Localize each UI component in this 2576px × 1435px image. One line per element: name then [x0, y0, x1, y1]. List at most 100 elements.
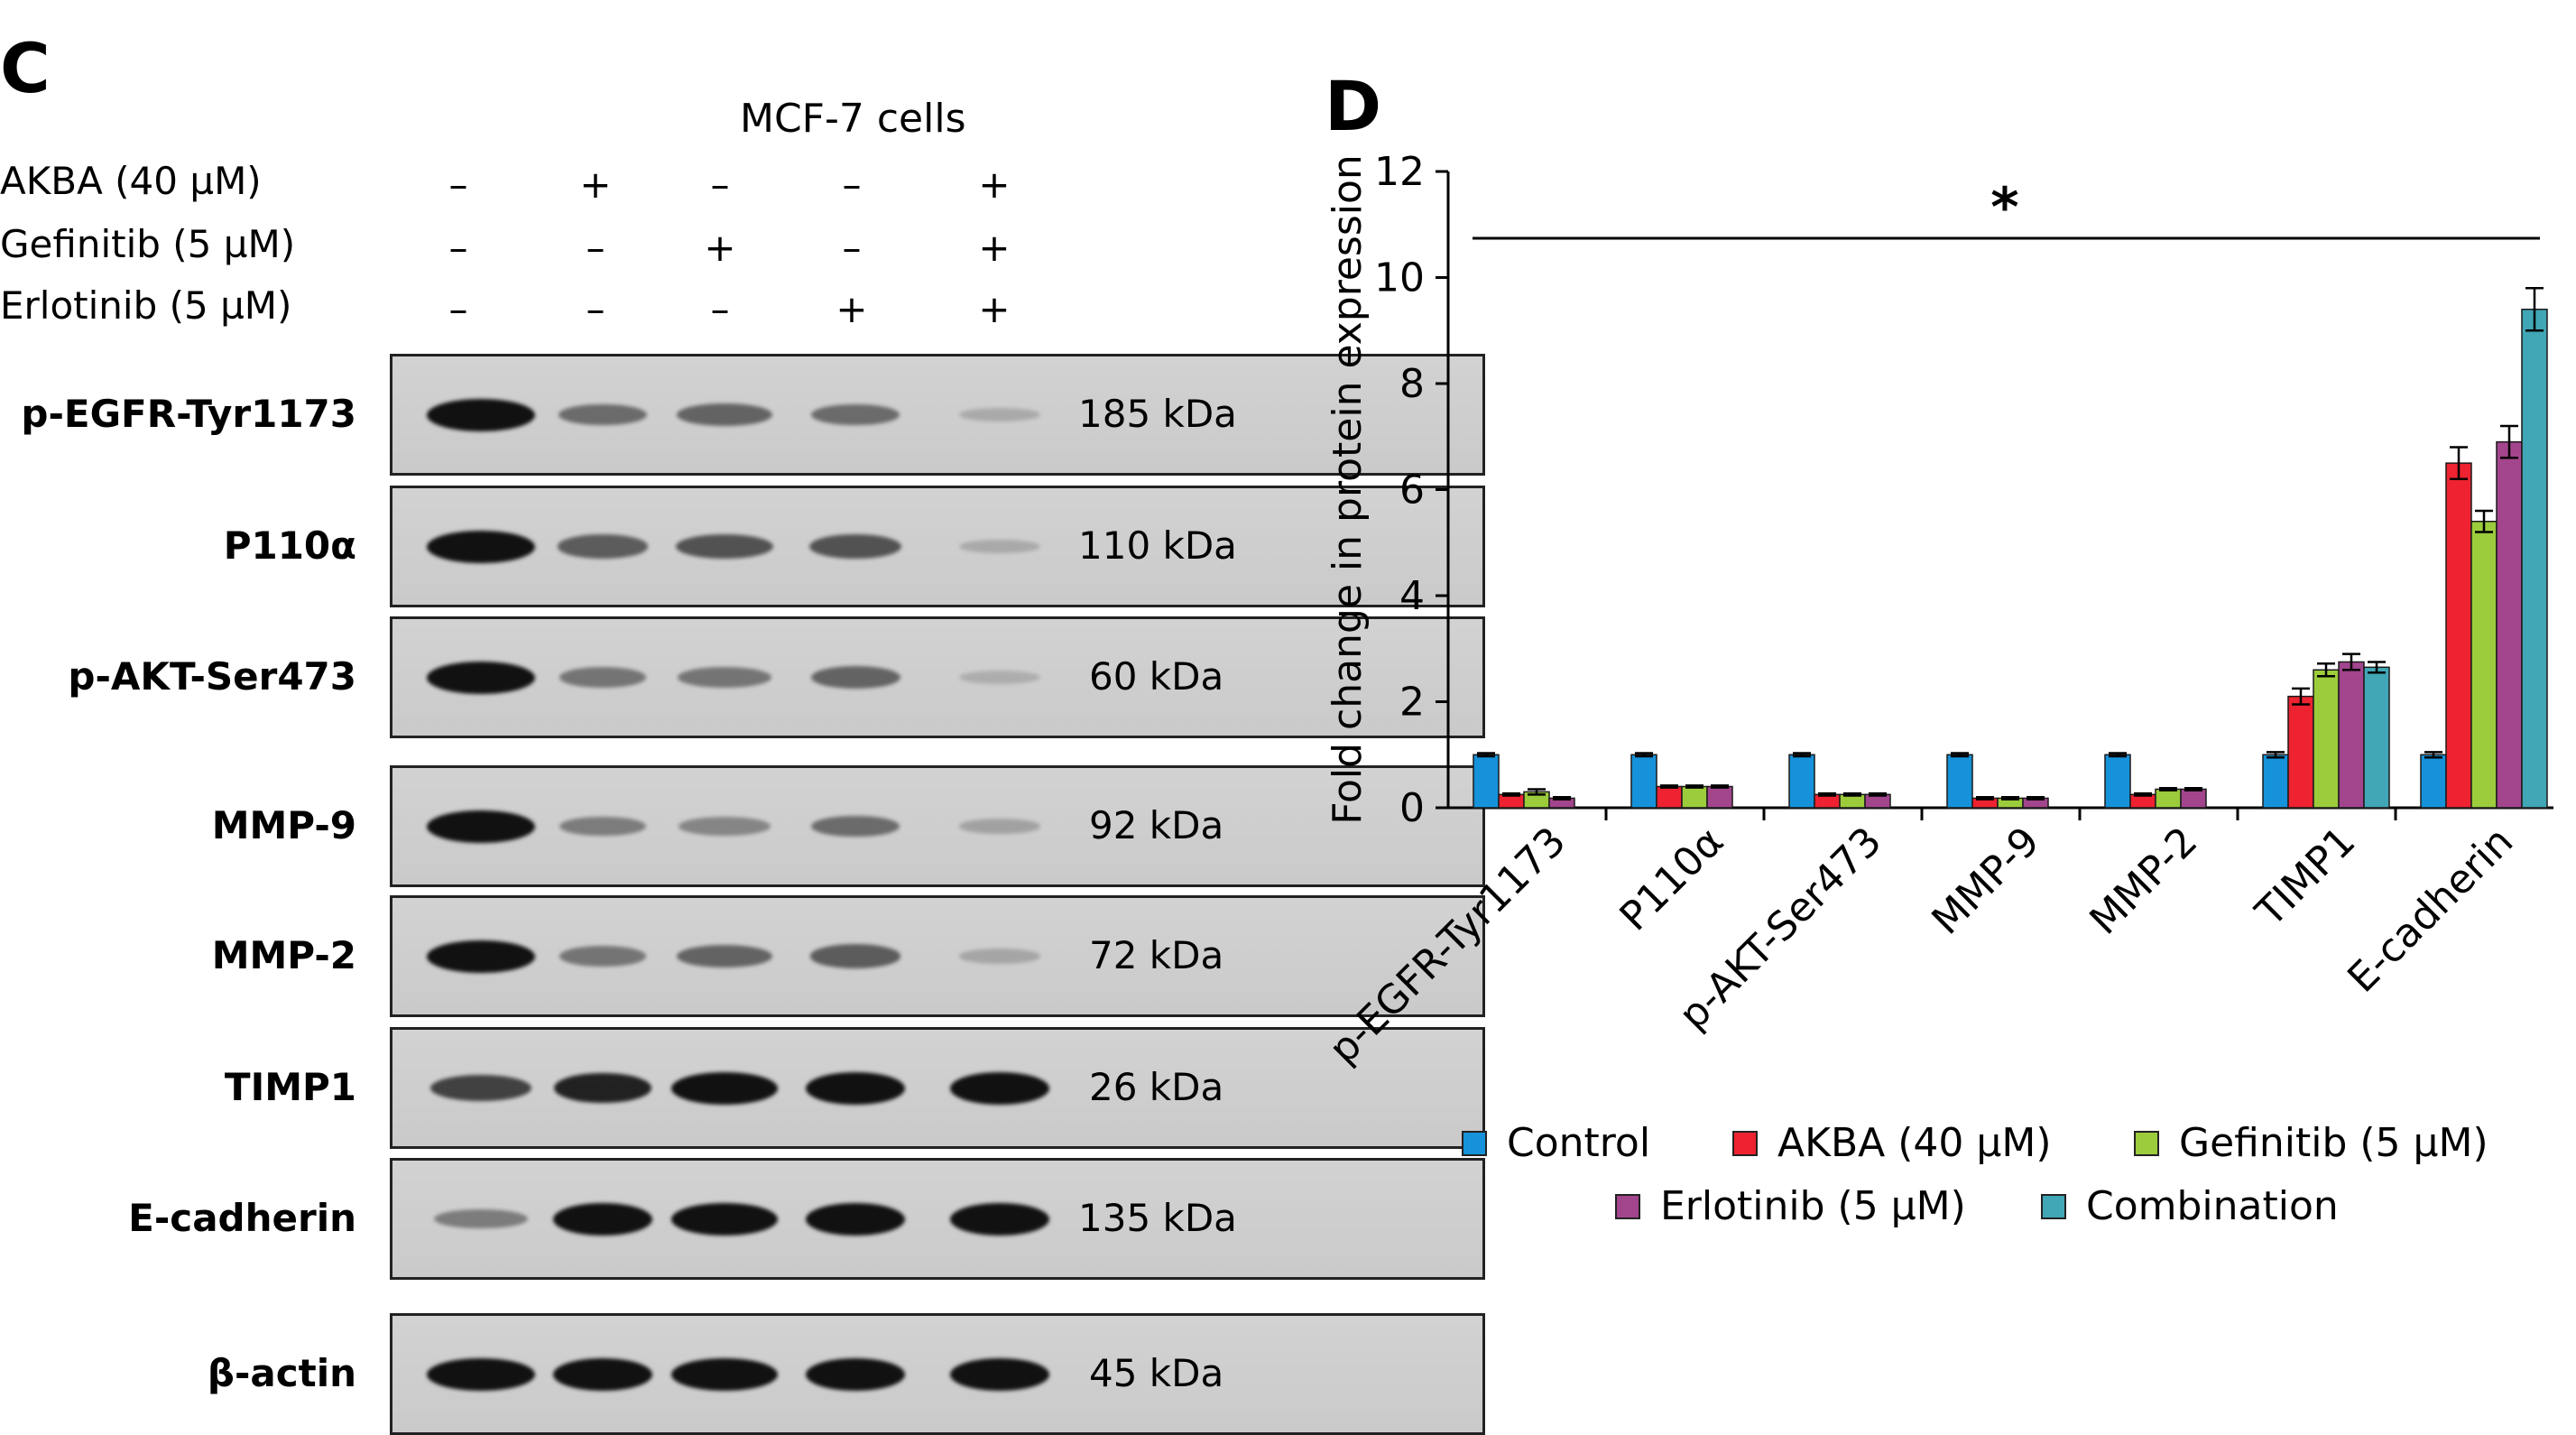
y-tick-label: 2 [1399, 680, 1425, 726]
blot-strip [390, 1158, 1485, 1280]
blot-band [811, 815, 900, 838]
blot-strip [390, 486, 1485, 607]
legend-item: Combination [2041, 1187, 2339, 1227]
blot-band [553, 1202, 652, 1236]
legend-item: Erlotinib (5 µM) [1615, 1187, 1966, 1227]
y-tick-label: 12 [1374, 149, 1425, 195]
bar [1946, 754, 1973, 809]
bar [2287, 695, 2314, 809]
blot-band [427, 661, 535, 694]
bar [2363, 666, 2390, 809]
treatment-sign: – [448, 287, 468, 331]
legend-label: Control [1507, 1120, 1651, 1166]
treatment-sign: – [586, 226, 605, 270]
protein-label: P110α [223, 523, 356, 568]
blot-band [809, 533, 901, 560]
treatment-sign: + [978, 226, 1011, 270]
treatment-sign: – [710, 287, 730, 331]
panel-d-letter: D [1325, 66, 1382, 146]
blot-band [810, 666, 900, 689]
blot-strip [390, 1313, 1485, 1435]
blot-band [427, 810, 535, 843]
y-tick-label: 6 [1399, 468, 1425, 514]
x-tick-label: TIMP1 [2247, 819, 2364, 936]
legend-swatch [1462, 1131, 1487, 1156]
panel-c-letter: C [0, 28, 51, 108]
y-tick-label: 4 [1399, 573, 1425, 619]
blot-band [671, 1202, 778, 1236]
x-tick-label: P110α [1611, 819, 1733, 940]
bar [2155, 788, 2182, 809]
blot-band [811, 403, 900, 426]
blot-band [559, 946, 647, 967]
blot-band [559, 667, 647, 688]
blot-strip [390, 765, 1485, 887]
treatment-sign: – [842, 226, 862, 270]
blot-band [806, 1357, 905, 1391]
blot-band [676, 945, 773, 967]
blot-strip [390, 1027, 1485, 1149]
kda-label: 45 kDa [1089, 1350, 1224, 1395]
blot-band [559, 816, 646, 837]
blot-band [959, 670, 1040, 685]
bar [2521, 309, 2548, 809]
treatment-sign: – [448, 162, 468, 207]
bar [2338, 661, 2365, 809]
kda-label: 72 kDa [1089, 932, 1224, 977]
bar [2445, 462, 2472, 809]
treatment-sign: – [710, 162, 730, 207]
blot-band [559, 403, 647, 426]
legend-swatch [2134, 1131, 2159, 1156]
treatment-label: Gefinitib (5 µM) [0, 222, 296, 266]
y-tick-label: 8 [1399, 361, 1425, 407]
blot-band [553, 1357, 652, 1391]
x-tick-label: E-cadherin [2339, 819, 2522, 1002]
bar [2496, 440, 2523, 809]
protein-label: p-AKT-Ser473 [68, 653, 356, 699]
bar [1656, 785, 1683, 809]
kda-label: 135 kDa [1078, 1195, 1237, 1240]
protein-label: β-actin [207, 1350, 356, 1395]
x-tick-label: MMP-2 [2081, 819, 2206, 944]
bar [2180, 788, 2207, 809]
blot-band [429, 1074, 532, 1102]
bar [2262, 754, 2289, 809]
legend-swatch [2041, 1194, 2066, 1219]
blot-band [809, 944, 901, 968]
treatment-label: Erlotinib (5 µM) [0, 283, 292, 328]
legend-label: Gefinitib (5 µM) [2179, 1120, 2488, 1166]
bar [1706, 785, 1733, 809]
treatment-sign: + [978, 287, 1011, 331]
legend-item: Gefinitib (5 µM) [2134, 1124, 2488, 1163]
kda-label: 110 kDa [1078, 523, 1237, 568]
x-tick-label: p-EGFR-Tyr1173 [1320, 819, 1574, 1073]
y-tick-label: 10 [1374, 255, 1425, 301]
legend-label: Combination [2086, 1183, 2339, 1229]
bar [2104, 754, 2131, 809]
significance-marker: * [1990, 176, 2018, 239]
protein-label: E-cadherin [128, 1195, 356, 1240]
cells-title: MCF-7 cells [740, 96, 966, 142]
treatment-sign: – [842, 162, 862, 207]
blot-band [433, 1208, 529, 1229]
legend-swatch [1732, 1131, 1758, 1156]
blot-band [671, 1357, 778, 1391]
blot-band [676, 403, 773, 426]
bar [1681, 785, 1708, 809]
legend-item: AKBA (40 µM) [1732, 1124, 2052, 1163]
bar [1788, 754, 1815, 809]
blot-band [950, 1202, 1049, 1236]
legend-swatch [1615, 1194, 1640, 1219]
treatment-sign: + [836, 287, 868, 331]
kda-label: 92 kDa [1089, 802, 1224, 847]
blot-band [675, 533, 774, 560]
blot-band [806, 1202, 905, 1236]
treatment-label: AKBA (40 µM) [0, 159, 262, 203]
protein-label: TIMP1 [224, 1064, 356, 1109]
blot-band [427, 1357, 535, 1391]
blot-band [959, 539, 1040, 554]
blot-band [950, 1357, 1049, 1391]
bar [2420, 754, 2447, 809]
treatment-sign: – [586, 287, 605, 331]
